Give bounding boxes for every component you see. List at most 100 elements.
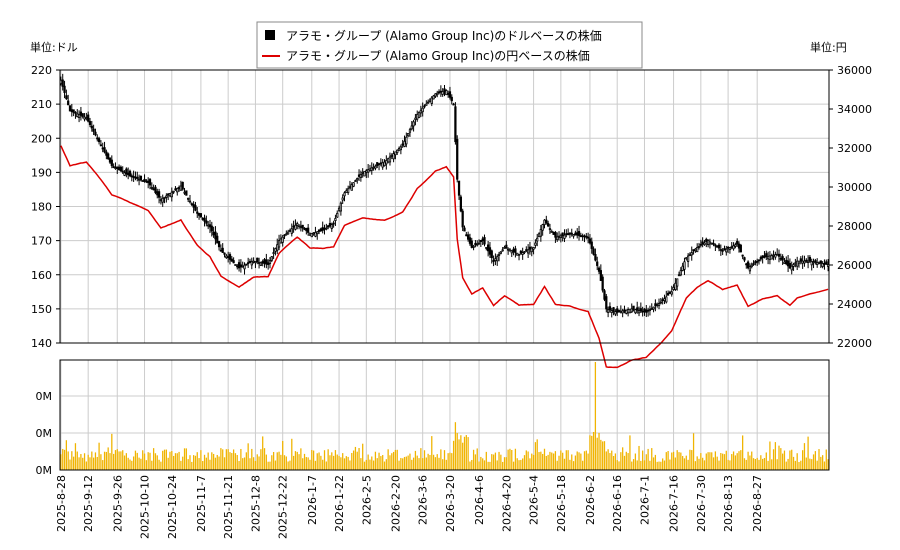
- volume-bar: [560, 450, 562, 470]
- candle-body: [628, 308, 632, 314]
- candle-body: [797, 260, 801, 264]
- candle-body: [514, 248, 517, 253]
- volume-bar: [771, 459, 773, 470]
- volume-bar: [825, 449, 827, 470]
- volume-bar: [654, 454, 657, 470]
- volume-bar: [645, 454, 647, 470]
- candle-body: [317, 229, 321, 232]
- volume-bar: [603, 441, 606, 470]
- candle-body: [274, 248, 277, 252]
- candle-body: [612, 307, 615, 312]
- volume-bar: [302, 458, 304, 470]
- volume-bar: [232, 449, 235, 470]
- candle-body: [708, 241, 712, 245]
- volume-bar: [589, 435, 591, 470]
- candle-body: [821, 263, 824, 267]
- candle-body: [576, 232, 579, 236]
- volume-bar: [67, 451, 69, 470]
- volume-bar: [743, 458, 746, 470]
- volume-bar: [105, 451, 107, 470]
- candle-body: [65, 95, 68, 100]
- candle-body: [783, 261, 786, 264]
- volume-bar: [351, 452, 353, 470]
- volume-bar: [267, 461, 269, 470]
- x-tick-label: 2026-2-5: [360, 475, 373, 525]
- volume-bar: [694, 461, 697, 470]
- volume-bar: [651, 448, 653, 470]
- volume-bar: [191, 461, 193, 470]
- volume-bar: [467, 437, 469, 470]
- candle-body: [443, 88, 446, 92]
- volume-bar: [752, 458, 755, 470]
- candle-body: [465, 234, 468, 237]
- candle-body: [696, 247, 699, 253]
- volume-bar: [243, 457, 246, 470]
- candle-body: [101, 147, 104, 150]
- candle-body: [436, 92, 439, 96]
- candle-body: [756, 260, 759, 263]
- volume-bar: [407, 455, 409, 470]
- candle-body: [457, 180, 461, 196]
- volume-bar: [211, 452, 213, 470]
- x-tick-label: 2026-8-13: [722, 475, 735, 532]
- volume-bar: [769, 441, 771, 470]
- volume-bar: [376, 458, 378, 470]
- volume-bar: [212, 453, 215, 470]
- volume-bar: [343, 458, 346, 470]
- right-axis-ticks: 22000 24000 26000 28000 30000 32000 34000 36000: [829, 64, 872, 350]
- candle-body: [108, 157, 112, 163]
- volume-bar: [794, 460, 797, 470]
- volume-bar: [412, 457, 415, 470]
- candle-body: [563, 234, 566, 239]
- volume-bar: [778, 445, 780, 470]
- candle-body: [648, 309, 652, 311]
- candle-body: [203, 217, 206, 222]
- volume-bar: [65, 440, 67, 470]
- volume-bar: [238, 460, 240, 470]
- right-tick-label: 22000: [837, 337, 872, 350]
- candle-body: [617, 310, 621, 313]
- volume-bar: [638, 445, 640, 470]
- volume-bar: [145, 460, 147, 470]
- left-tick-label: 210: [31, 98, 52, 111]
- x-tick-label: 2026-6-16: [611, 475, 624, 532]
- volume-bar: [685, 455, 687, 470]
- candle-body: [548, 228, 552, 231]
- candle-body: [259, 262, 263, 266]
- candle-body: [192, 203, 195, 208]
- volume-bar: [229, 452, 231, 470]
- candle-body: [761, 255, 764, 259]
- volume-bar: [94, 452, 97, 470]
- volume-bar: [549, 451, 551, 470]
- volume-bar: [89, 457, 91, 470]
- candle-body: [199, 213, 203, 218]
- candle-body: [448, 91, 452, 98]
- volume-bar: [591, 435, 593, 470]
- volume-bar: [142, 450, 144, 470]
- candle-body: [561, 232, 564, 236]
- candle-body: [132, 176, 135, 178]
- volume-bar: [483, 460, 486, 470]
- candle-body: [301, 224, 304, 229]
- candle-body: [279, 238, 283, 244]
- volume-bar: [447, 453, 449, 470]
- volume-bar: [394, 449, 397, 470]
- candle-body: [297, 224, 301, 227]
- volume-bar: [602, 441, 604, 470]
- volume-bar: [745, 459, 747, 470]
- volume-bar: [594, 362, 597, 470]
- candle-body: [792, 264, 795, 267]
- volume-bar: [383, 461, 386, 470]
- volume-bar: [522, 458, 524, 470]
- candle-body: [223, 252, 226, 255]
- candle-body: [405, 136, 408, 145]
- candle-body: [754, 261, 757, 264]
- candle-body: [721, 249, 724, 252]
- volume-bar: [556, 460, 558, 470]
- candle-body: [468, 237, 472, 244]
- volume-bar: [807, 436, 809, 470]
- volume-bar: [485, 451, 487, 470]
- volume-bar: [189, 455, 191, 470]
- candle-body: [314, 232, 317, 237]
- candle-body: [461, 210, 464, 228]
